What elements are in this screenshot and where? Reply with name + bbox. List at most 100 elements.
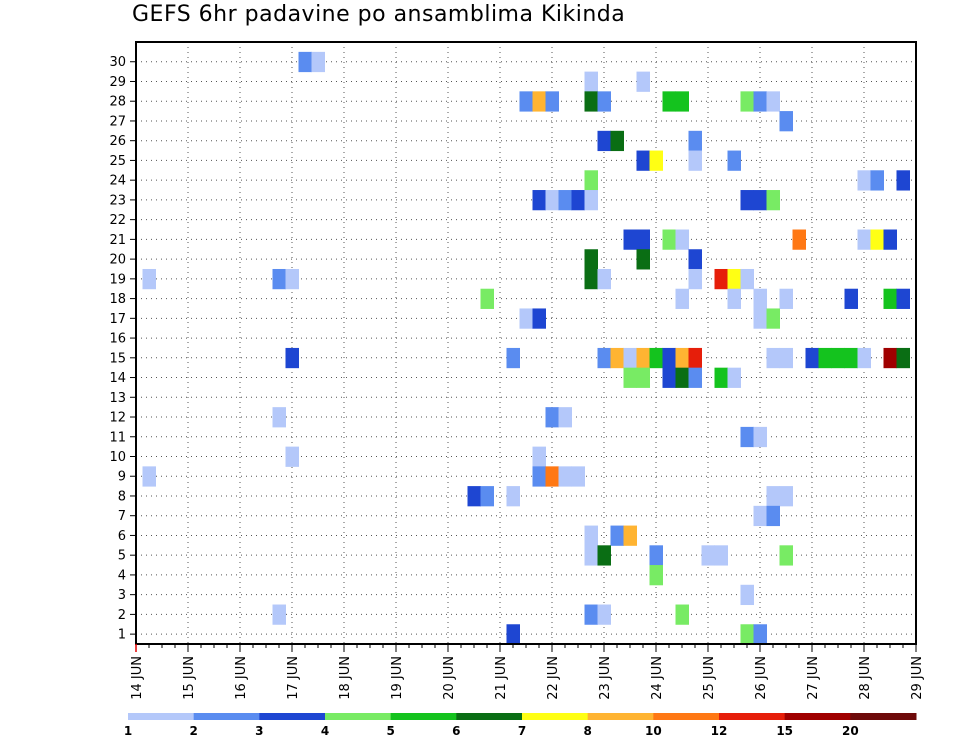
- heatmap-cell: [857, 229, 871, 250]
- colorbar-label: 20: [842, 724, 859, 738]
- y-tick-label: 22: [109, 213, 126, 228]
- heatmap-cell: [584, 525, 598, 546]
- heatmap-cell: [610, 347, 624, 369]
- y-tick-label: 5: [118, 549, 126, 564]
- heatmap-cell: [584, 604, 598, 625]
- y-tick-label: 8: [118, 489, 126, 504]
- y-tick-label: 7: [118, 509, 126, 524]
- heatmap-cell: [545, 407, 559, 428]
- heatmap-cell: [870, 170, 884, 191]
- heatmap-cell: [805, 347, 819, 369]
- heatmap-cell: [636, 347, 650, 369]
- heatmap-cell: [896, 347, 910, 369]
- heatmap-cell: [142, 268, 156, 290]
- y-axis: 1234567891011121314151617181920212223242…: [109, 55, 136, 643]
- heatmap-cell: [675, 91, 689, 112]
- heatmap-cell: [623, 347, 637, 369]
- heatmap-cell: [779, 486, 793, 507]
- heatmap-cell: [870, 229, 884, 250]
- heatmap-cell: [662, 91, 676, 112]
- heatmap-cell: [883, 288, 897, 309]
- heatmap-cell: [779, 288, 793, 309]
- y-tick-label: 26: [109, 134, 126, 149]
- heatmap-cell: [753, 426, 767, 448]
- heatmap-cell: [740, 584, 754, 606]
- heatmap-cell: [896, 170, 910, 191]
- heatmap-cell: [610, 525, 624, 546]
- colorbar-swatch: [719, 713, 786, 720]
- x-tick-label: 28 JUN: [858, 656, 873, 700]
- heatmap-cell: [545, 91, 559, 112]
- heatmap-cell: [753, 308, 767, 329]
- heatmap-cell: [740, 426, 754, 448]
- heatmap-cell: [766, 486, 780, 507]
- plot-frame: [135, 41, 917, 645]
- heatmap-cell: [753, 190, 767, 211]
- colorbar-swatch: [325, 713, 392, 720]
- heatmap-cell: [597, 130, 611, 152]
- colorbar-label: 7: [518, 724, 526, 738]
- heatmap-cell: [532, 466, 546, 487]
- heatmap-cell: [285, 268, 299, 290]
- heatmap-cell: [688, 367, 702, 388]
- heatmap-cell: [779, 347, 793, 369]
- x-tick-label: 18 JUN: [338, 656, 353, 700]
- heatmap-cell: [649, 545, 663, 566]
- x-tick-label: 29 JUN: [910, 656, 925, 700]
- x-tick-label: 14 JUN: [130, 656, 145, 700]
- colorbar-label: 5: [386, 724, 394, 738]
- heatmap-cell: [662, 347, 676, 369]
- heatmap-cell: [636, 249, 650, 270]
- y-tick-label: 24: [109, 174, 126, 189]
- heatmap-cell: [740, 268, 754, 290]
- heatmap-cell: [649, 565, 663, 586]
- heatmap-cell: [636, 150, 650, 171]
- heatmap-cell: [675, 288, 689, 309]
- heatmap-cell: [688, 268, 702, 290]
- heatmap-cell: [272, 268, 286, 290]
- x-tick-label: 26 JUN: [754, 656, 769, 700]
- x-axis: 14 JUN 15 JUN 16 JUN 17 JUN 18 JUN 19 JUN 20 J…: [130, 644, 925, 700]
- heatmap-cell: [688, 347, 702, 369]
- colorbar-label: 10: [645, 724, 662, 738]
- heatmap-cell: [701, 545, 715, 566]
- heatmap-cell: [766, 91, 780, 112]
- heatmap-cell: [636, 367, 650, 388]
- colorbar-swatch: [259, 713, 326, 720]
- y-tick-label: 4: [118, 568, 126, 583]
- heatmap-cell: [662, 229, 676, 250]
- heatmap-cell: [753, 505, 767, 527]
- colorbar-label: 6: [452, 724, 460, 738]
- colorbar-swatch: [522, 713, 589, 720]
- heatmap-cell: [727, 288, 741, 309]
- heatmap-cell: [480, 486, 494, 507]
- y-tick-label: 25: [109, 154, 126, 169]
- heatmap-cell: [545, 190, 559, 211]
- heatmap-cell: [597, 268, 611, 290]
- heatmap-cell: [532, 446, 546, 467]
- heatmap-cell: [571, 466, 585, 487]
- heatmap-cell: [532, 190, 546, 211]
- heatmap-cell: [779, 111, 793, 132]
- heatmap-cell: [467, 486, 481, 507]
- heatmap-cell: [636, 229, 650, 250]
- y-tick-label: 9: [118, 470, 126, 485]
- colorbar-label: 2: [189, 724, 197, 738]
- y-tick-label: 23: [109, 193, 126, 208]
- heatmap-cell: [142, 466, 156, 487]
- heatmap-cell: [584, 249, 598, 270]
- y-tick-label: 13: [109, 391, 126, 406]
- heatmap-cell: [688, 130, 702, 152]
- heatmap-cell: [818, 347, 832, 369]
- heatmap-cell: [753, 91, 767, 112]
- heatmap-cell: [506, 347, 520, 369]
- y-tick-label: 15: [109, 351, 126, 366]
- heatmap-cell: [675, 367, 689, 388]
- heatmap-cell: [584, 545, 598, 566]
- heatmap-cell: [285, 347, 299, 369]
- x-tick-label: 15 JUN: [182, 656, 197, 700]
- heatmap-cell: [779, 545, 793, 566]
- heatmap-cell: [519, 308, 533, 329]
- heatmap-cell: [740, 190, 754, 211]
